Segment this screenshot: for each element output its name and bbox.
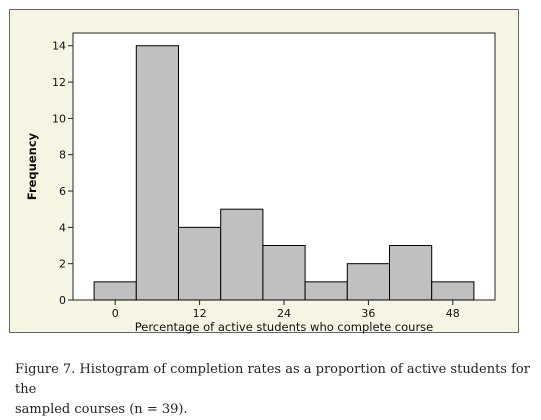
caption-line-1: Figure 7. Histogram of completion rates … — [15, 362, 530, 397]
y-tick-label: 4 — [59, 221, 66, 234]
x-tick-label: 48 — [446, 307, 460, 320]
x-tick-label: 36 — [361, 307, 375, 320]
histogram-bar — [93, 281, 137, 301]
y-axis-label: Frequency — [25, 132, 39, 200]
histogram-bar — [431, 281, 475, 301]
histogram-bar — [135, 45, 180, 301]
x-axis-label: Percentage of active students who comple… — [135, 320, 434, 334]
y-tick-label: 10 — [52, 112, 66, 125]
x-tick-label: 12 — [193, 307, 207, 320]
figure-caption: Figure 7. Histogram of completion rates … — [15, 360, 537, 420]
histogram-bar — [262, 245, 306, 301]
caption-line-2: sampled courses (n = 39). — [15, 402, 188, 417]
histogram-bar — [346, 263, 390, 301]
y-tick-label: 6 — [59, 185, 66, 198]
histogram-bar — [178, 226, 222, 301]
histogram-bar — [304, 281, 348, 301]
y-tick-label: 14 — [52, 40, 66, 53]
y-tick-label: 0 — [59, 294, 66, 307]
histogram-bar — [220, 208, 264, 301]
x-tick-label: 24 — [277, 307, 291, 320]
y-tick-label: 8 — [59, 149, 66, 162]
histogram-bar — [389, 245, 433, 301]
x-tick-label: 0 — [112, 307, 119, 320]
y-tick-label: 2 — [59, 258, 66, 271]
figure-frame: 0 2 4 6 8 10 12 14 0 12 24 36 48 Percentage of active… — [9, 9, 519, 334]
y-tick-label: 12 — [52, 76, 66, 89]
